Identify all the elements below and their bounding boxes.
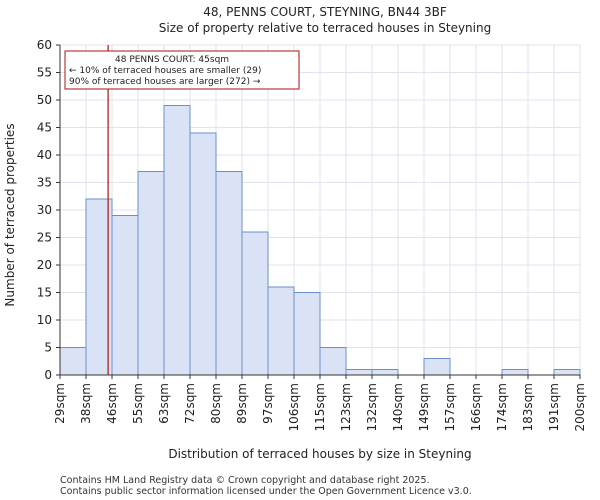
y-tick-label-2: 10 xyxy=(37,313,52,327)
y-tick-label-8: 40 xyxy=(37,148,52,162)
annotation-line-1: 48 PENNS COURT: 45sqm xyxy=(115,55,229,65)
y-tick-labels: 0 5 10 15 20 25 30 35 40 45 50 55 60 xyxy=(37,38,60,382)
y-axis-title: Number of terraced properties xyxy=(3,123,17,306)
footer-line-1: Contains HM Land Registry data © Crown c… xyxy=(60,475,430,486)
x-tick-label-10: 115sqm xyxy=(313,383,327,431)
y-tick-label-1: 5 xyxy=(44,341,52,355)
x-tick-label-5: 72sqm xyxy=(183,383,197,424)
bar-19 xyxy=(553,369,581,376)
annotation-line-3: 90% of terraced houses are larger (272) … xyxy=(69,77,261,87)
x-tick-label-8: 97sqm xyxy=(261,383,275,424)
bar-14 xyxy=(423,358,451,376)
chart-title-line-1: 48, PENNS COURT, STEYNING, BN44 3BF xyxy=(203,5,447,19)
bar-4 xyxy=(163,105,191,376)
x-tick-label-18: 183sqm xyxy=(521,383,535,431)
bar-6 xyxy=(215,171,243,376)
chart-title-line-2: Size of property relative to terraced ho… xyxy=(159,21,491,35)
x-tick-labels: 29sqm 38sqm 46sqm 55sqm 63sqm 72sqm 80sqm 89sqm… xyxy=(53,375,587,431)
x-tick-label-1: 38sqm xyxy=(79,383,93,424)
annotation-line-2: ← 10% of terraced houses are smaller (29… xyxy=(69,66,261,76)
footer-line-2: Contains public sector information licen… xyxy=(60,486,472,497)
y-tick-label-11: 55 xyxy=(37,66,52,80)
bar-8 xyxy=(267,286,295,376)
bar-0 xyxy=(59,347,87,376)
x-tick-label-15: 157sqm xyxy=(443,383,457,431)
x-tick-label-3: 55sqm xyxy=(131,383,145,424)
x-tick-label-6: 80sqm xyxy=(209,383,223,424)
x-tick-label-0: 29sqm xyxy=(53,383,67,424)
x-tick-label-16: 166sqm xyxy=(469,383,483,431)
y-tick-label-6: 30 xyxy=(37,203,52,217)
bar-3 xyxy=(137,171,165,376)
x-tick-label-4: 63sqm xyxy=(157,383,171,424)
y-tick-label-9: 45 xyxy=(37,121,52,135)
bar-12 xyxy=(371,369,399,376)
x-tick-label-14: 149sqm xyxy=(417,383,431,431)
x-tick-label-19: 191sqm xyxy=(547,383,561,431)
bar-7 xyxy=(241,231,269,376)
x-axis-title: Distribution of terraced houses by size … xyxy=(168,447,471,461)
bar-10 xyxy=(319,347,347,376)
bar-9 xyxy=(293,292,321,376)
y-tick-label-4: 20 xyxy=(37,258,52,272)
x-tick-label-9: 106sqm xyxy=(287,383,301,431)
annotation-box-frame xyxy=(64,50,300,90)
x-tick-label-11: 123sqm xyxy=(339,383,353,431)
y-tick-label-3: 15 xyxy=(37,286,52,300)
y-tick-label-5: 25 xyxy=(37,231,52,245)
y-tick-label-10: 50 xyxy=(37,93,52,107)
x-tick-label-17: 174sqm xyxy=(495,383,509,431)
y-tick-label-7: 35 xyxy=(37,176,52,190)
x-tick-label-20: 200sqm xyxy=(573,383,587,431)
y-tick-label-0: 0 xyxy=(44,368,52,382)
bar-5 xyxy=(189,132,217,376)
x-tick-label-2: 46sqm xyxy=(105,383,119,424)
bar-17 xyxy=(501,369,529,376)
x-tick-label-7: 89sqm xyxy=(235,383,249,424)
x-tick-label-12: 132sqm xyxy=(365,383,379,431)
bar-11 xyxy=(345,369,373,376)
y-tick-label-12: 60 xyxy=(37,38,52,52)
annotation-box: 48 PENNS COURT: 45sqm ← 10% of terraced … xyxy=(64,50,300,90)
bar-2 xyxy=(111,215,139,376)
x-tick-label-13: 140sqm xyxy=(391,383,405,431)
